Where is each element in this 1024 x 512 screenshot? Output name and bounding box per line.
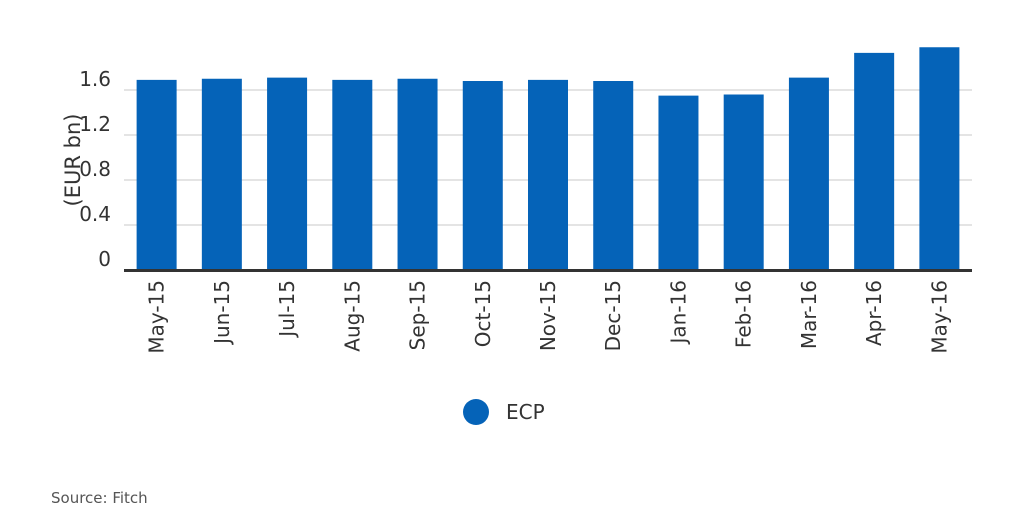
bars <box>136 47 960 270</box>
bar <box>267 77 308 270</box>
bar <box>201 78 242 270</box>
x-tick-label: Nov-15 <box>536 280 560 351</box>
y-tick-label: 0.4 <box>79 202 111 226</box>
x-tick-label: May-15 <box>145 280 169 354</box>
x-tick-label: Sep-15 <box>406 280 430 350</box>
bar <box>462 81 503 270</box>
x-tick-label: Feb-16 <box>732 280 756 348</box>
x-tick-label: Jun-15 <box>210 280 234 346</box>
y-tick-label: 1.6 <box>79 67 111 91</box>
bar <box>658 95 699 270</box>
bar <box>723 94 764 270</box>
legend-label: ECP <box>506 400 545 424</box>
y-tick-label: 1.2 <box>79 112 111 136</box>
x-tick-labels: May-15 Jun-15 Jul-15 Aug-15 Sep-15 Oct-15 Nov-… <box>145 280 952 354</box>
bar <box>788 77 829 270</box>
bar <box>854 52 895 270</box>
x-tick-label: Dec-15 <box>601 280 625 351</box>
x-tick-label: Apr-16 <box>862 280 886 346</box>
legend: ECP <box>463 399 545 425</box>
y-axis-title: (EUR bn) <box>61 114 85 207</box>
bar <box>332 79 373 270</box>
x-tick-label: Jan-16 <box>666 280 690 346</box>
bar <box>919 47 960 270</box>
x-tick-label: May-16 <box>927 280 951 354</box>
bar <box>136 79 177 270</box>
y-tick-label: 0.8 <box>79 157 111 181</box>
y-tick-label: 0 <box>98 247 111 271</box>
legend-swatch <box>463 399 489 425</box>
x-tick-label: Jul-15 <box>275 280 299 339</box>
bar <box>397 78 438 270</box>
bar <box>528 79 568 270</box>
y-tick-labels: 0 0.4 0.8 1.2 1.6 <box>79 67 111 271</box>
x-tick-label: Mar-16 <box>797 280 821 349</box>
source-note: Source: Fitch <box>51 489 148 507</box>
x-tick-label: Aug-15 <box>340 280 364 352</box>
bar <box>593 81 634 270</box>
x-tick-label: Oct-15 <box>471 280 495 347</box>
